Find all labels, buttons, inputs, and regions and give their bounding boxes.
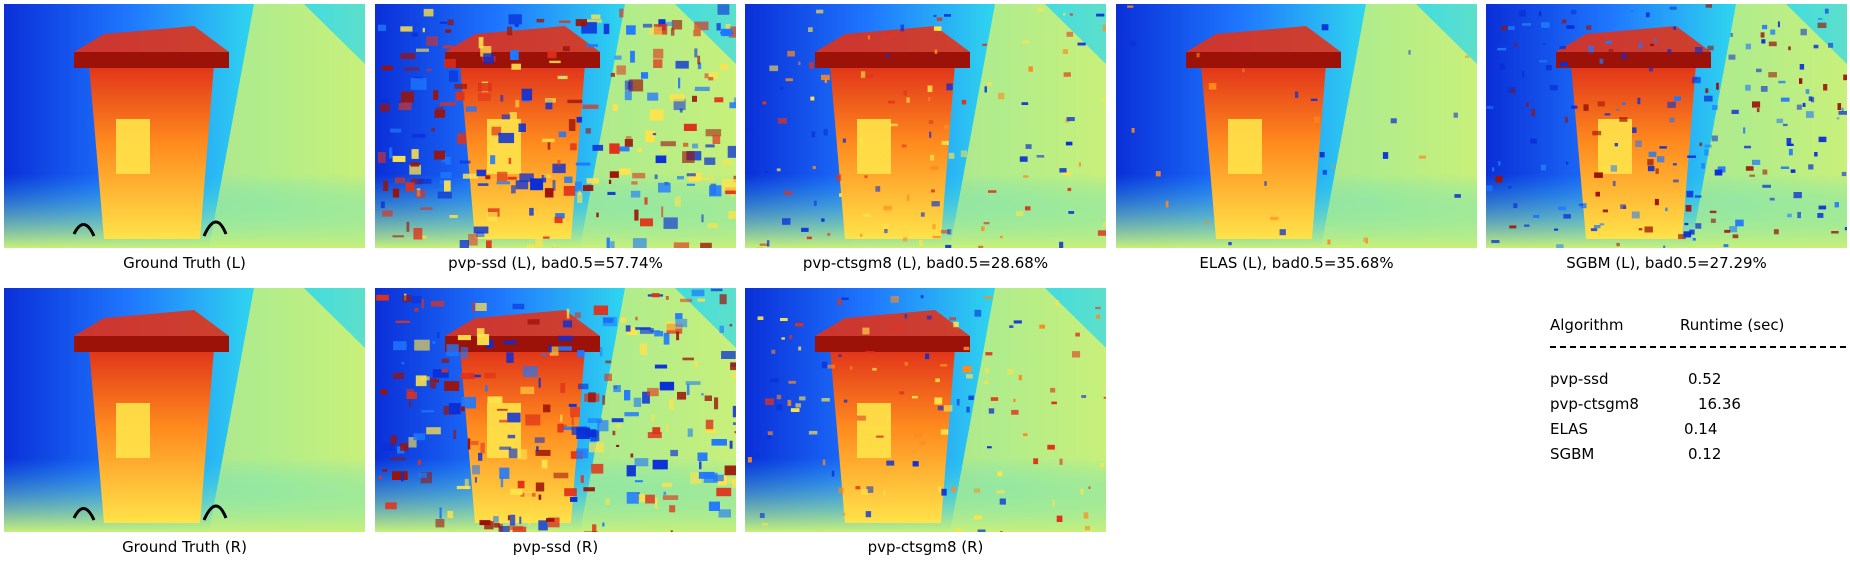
bin-lid-top <box>1186 26 1341 52</box>
bin-label <box>1228 119 1262 174</box>
row-runtime: 0.14 <box>1684 420 1718 438</box>
caption-pvp-ssd-right: pvp-ssd (R) <box>512 538 599 556</box>
disparity-map-pvp-ctsgm8-right <box>745 288 1106 532</box>
occlusion-marks <box>72 220 228 237</box>
bin-body <box>460 64 585 239</box>
row-runtime: 0.52 <box>1688 370 1722 388</box>
row-runtime: 16.36 <box>1698 395 1741 413</box>
table-divider <box>1550 346 1846 348</box>
wall-strip-shade <box>1416 4 1477 64</box>
error-speckles <box>1486 4 1847 248</box>
row-runtime: 0.12 <box>1688 445 1722 463</box>
disparity-map-ground-truth-right <box>4 288 365 532</box>
bin-lid-top <box>445 26 600 52</box>
bin-body <box>830 348 955 523</box>
bin-lid <box>1186 52 1341 68</box>
table-row: SGBM 0.12 <box>1550 445 1846 469</box>
wall-strip-shade <box>1045 288 1106 348</box>
bin-label <box>1598 119 1632 174</box>
bin-lid <box>1556 52 1711 68</box>
disparity-map-ground-truth-left <box>4 4 365 248</box>
bin-body <box>1571 64 1696 239</box>
row-algorithm: SGBM <box>1550 445 1595 463</box>
row-algorithm: pvp-ssd <box>1550 370 1609 388</box>
caption-pvp-ctsgm8-left: pvp-ctsgm8 (L), bad0.5=28.68% <box>802 254 1049 272</box>
disparity-map-elas-left <box>1116 4 1477 248</box>
bin-lid <box>815 52 970 68</box>
wall-strip-shade <box>1786 4 1847 64</box>
bin-lid <box>445 52 600 68</box>
bin-body <box>460 348 585 523</box>
wall-strip-shade <box>1045 4 1106 64</box>
wall-strip-shade <box>304 288 365 348</box>
bin-body <box>830 64 955 239</box>
bin-label <box>116 119 150 174</box>
caption-pvp-ssd-left: pvp-ssd (L), bad0.5=57.74% <box>448 254 663 272</box>
error-speckles <box>747 295 1106 532</box>
bin-body <box>89 348 214 523</box>
caption-ground-truth-left: Ground Truth (L) <box>123 254 246 272</box>
table-row: pvp-ctsgm8 16.36 <box>1550 395 1846 419</box>
bin-body <box>1201 64 1326 239</box>
error-speckles <box>375 4 736 248</box>
caption-elas-left: ELAS (L), bad0.5=35.68% <box>1199 254 1394 272</box>
bin-lid-top <box>1556 26 1711 52</box>
bin-lid-top <box>815 26 970 52</box>
bin-lid-top <box>74 310 229 336</box>
disparity-map-pvp-ssd-right <box>375 288 736 532</box>
error-speckles <box>1127 5 1470 246</box>
bin-label <box>857 119 891 174</box>
disparity-map-pvp-ctsgm8-left <box>745 4 1106 248</box>
row-algorithm: pvp-ctsgm8 <box>1550 395 1639 413</box>
error-speckles <box>375 288 736 532</box>
bin-lid-top <box>74 26 229 52</box>
caption-sgbm-left: SGBM (L), bad0.5=27.29% <box>1566 254 1767 272</box>
table-row: pvp-ssd 0.52 <box>1550 370 1846 394</box>
wall-strip-shade <box>304 4 365 64</box>
table-row: ELAS 0.14 <box>1550 420 1846 444</box>
caption-pvp-ctsgm8-right: pvp-ctsgm8 (R) <box>867 538 984 556</box>
bin-lid <box>74 336 229 352</box>
error-speckles <box>745 7 1106 248</box>
occlusion-marks <box>72 504 228 521</box>
row-algorithm: ELAS <box>1550 420 1588 438</box>
bin-body <box>89 64 214 239</box>
bin-label <box>116 403 150 458</box>
table-header-algorithm: Algorithm <box>1550 316 1624 334</box>
disparity-map-pvp-ssd-left <box>375 4 736 248</box>
wall-strip-shade <box>675 4 736 64</box>
table-header-runtime: Runtime (sec) <box>1680 316 1785 334</box>
disparity-map-sgbm-left <box>1486 4 1847 248</box>
bin-lid <box>74 52 229 68</box>
bin-lid <box>815 336 970 352</box>
caption-ground-truth-right: Ground Truth (R) <box>122 538 247 556</box>
bin-label <box>857 403 891 458</box>
